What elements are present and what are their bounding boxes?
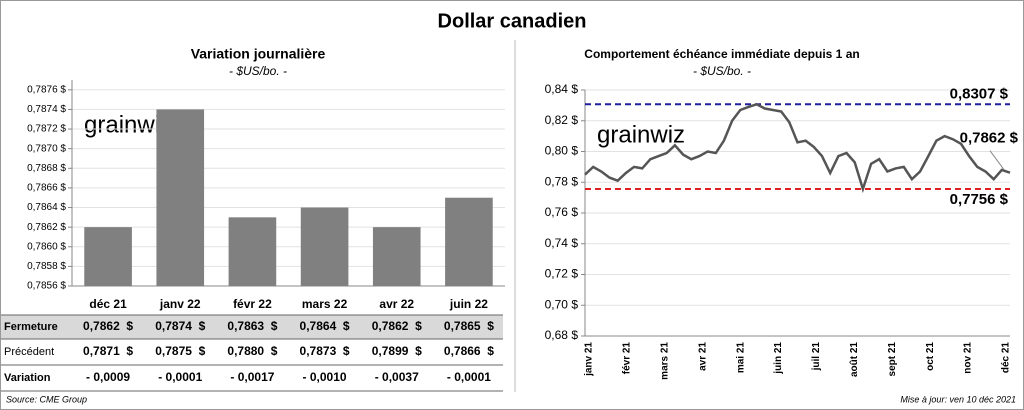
y-tick-label: 0,7858 $ xyxy=(27,261,66,272)
y-tick-label: 0,76 $ xyxy=(545,205,579,219)
bar xyxy=(84,227,132,286)
table-cell: 0,7899 $ xyxy=(372,344,422,358)
chart-subtitle: - $US/bo. - xyxy=(229,64,287,78)
reference-label: 0,7756 $ xyxy=(950,191,1009,208)
x-tick-label: août 21 xyxy=(849,342,860,377)
chart-subtitle: - $US/bo. - xyxy=(693,64,751,78)
y-tick-label: 0,7874 $ xyxy=(27,104,66,115)
x-tick-label: mai 21 xyxy=(735,342,746,374)
table-cell: 0,7871 $ xyxy=(83,344,133,358)
table-cell: 0,7875 $ xyxy=(155,344,205,358)
y-tick-label: 0,7862 $ xyxy=(27,222,66,233)
table-cell: 0,7863 $ xyxy=(227,319,277,333)
watermark: grainwiz xyxy=(597,121,685,148)
y-tick-label: 0,7866 $ xyxy=(27,183,66,194)
table-cell: 0,7862 $ xyxy=(83,319,133,333)
source: Source: CME Group xyxy=(6,394,87,404)
x-tick-label: juin 21 xyxy=(773,342,784,375)
table-cell: - 0,0001 xyxy=(447,370,491,384)
y-tick-label: 0,68 $ xyxy=(545,328,579,342)
y-tick-label: 0,7868 $ xyxy=(27,163,66,174)
row-label: Variation xyxy=(4,372,51,384)
table-highlight xyxy=(1,315,503,339)
updated: Mise à jour: ven 10 déc 2021 xyxy=(900,394,1016,404)
y-tick-label: 0,74 $ xyxy=(545,236,579,250)
x-tick-label: avr 22 xyxy=(379,297,414,311)
bar xyxy=(156,109,205,286)
x-tick-label: juil 21 xyxy=(811,342,822,372)
x-tick-label: janv 21 xyxy=(584,342,595,377)
x-tick-label: févr 22 xyxy=(233,297,272,311)
y-tick-label: 0,7872 $ xyxy=(27,124,66,135)
bar xyxy=(228,217,277,286)
x-tick-label: déc 21 xyxy=(89,297,127,311)
last-label: 0,7862 $ xyxy=(960,130,1019,147)
bar xyxy=(300,207,349,286)
row-label: Précédent xyxy=(4,346,54,358)
y-tick-label: 0,70 $ xyxy=(545,297,579,311)
chart-title: Comportement échéance immédiate depuis 1… xyxy=(584,47,859,61)
x-tick-label: janv 22 xyxy=(159,297,201,311)
table-cell: 0,7880 $ xyxy=(227,344,277,358)
x-tick-label: oct 21 xyxy=(925,342,936,371)
page-title: Dollar canadien xyxy=(438,10,587,32)
y-tick-label: 0,72 $ xyxy=(545,267,579,281)
x-tick-label: févr 21 xyxy=(622,342,633,375)
x-tick-label: mars 21 xyxy=(659,342,670,380)
y-tick-label: 0,80 $ xyxy=(545,144,579,158)
table-cell: 0,7873 $ xyxy=(300,344,350,358)
y-tick-label: 0,82 $ xyxy=(545,113,579,127)
x-tick-label: mars 22 xyxy=(302,297,348,311)
table-cell: 0,7865 $ xyxy=(444,319,494,333)
table-cell: - 0,0010 xyxy=(303,370,347,384)
y-tick-label: 0,84 $ xyxy=(545,82,579,96)
table-cell: 0,7874 $ xyxy=(155,319,205,333)
bar xyxy=(445,197,493,286)
series-line xyxy=(584,102,1011,194)
y-tick-label: 0,7860 $ xyxy=(27,241,66,252)
chart-title: Variation journalière xyxy=(191,46,326,62)
row-label: Fermeture xyxy=(4,321,58,333)
y-tick-label: 0,78 $ xyxy=(545,174,579,188)
table-cell: - 0,0017 xyxy=(230,370,274,384)
bar xyxy=(372,227,421,286)
x-tick-label: avr 21 xyxy=(697,342,708,371)
y-tick-label: 0,7870 $ xyxy=(27,143,66,154)
y-tick-label: 0,7856 $ xyxy=(27,281,66,292)
x-tick-label: juin 22 xyxy=(449,297,488,311)
reference-label: 0,8307 $ xyxy=(950,85,1009,102)
x-tick-label: déc 21 xyxy=(1001,342,1012,374)
x-tick-label: sept 21 xyxy=(887,342,898,377)
table-cell: - 0,0001 xyxy=(158,370,202,384)
last-leader xyxy=(989,150,1005,171)
y-tick-label: 0,7876 $ xyxy=(27,84,66,95)
table-cell: 0,7864 $ xyxy=(300,319,350,333)
table-cell: 0,7866 $ xyxy=(444,344,494,358)
table-cell: - 0,0009 xyxy=(86,370,130,384)
table-cell: 0,7862 $ xyxy=(372,319,422,333)
table-cell: - 0,0037 xyxy=(375,370,419,384)
x-tick-label: nov 21 xyxy=(963,342,974,374)
y-tick-label: 0,7864 $ xyxy=(27,202,66,213)
